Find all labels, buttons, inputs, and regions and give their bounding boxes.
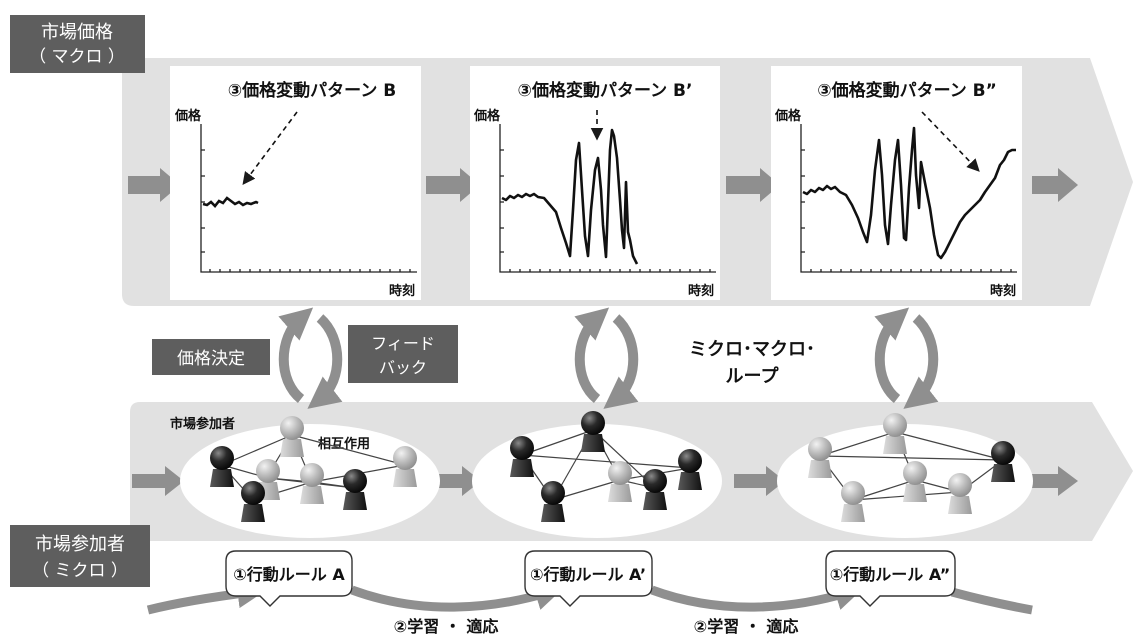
agent-light-icon xyxy=(300,463,324,504)
x-axis-label: 時刻 xyxy=(688,283,714,299)
agent-light-icon xyxy=(903,461,927,502)
price-decision-label: 価格決定 xyxy=(177,349,245,369)
loop-arrow-icon xyxy=(320,318,337,399)
chart-panel-3: ③価格変動パターン B” 価格 時刻 xyxy=(771,66,1022,300)
y-axis-label: 価格 xyxy=(174,108,202,124)
agent-dark-icon xyxy=(241,481,265,522)
agent-dark-icon xyxy=(581,411,605,452)
y-axis-label: 価格 xyxy=(774,108,802,124)
learning-label: ②学習 ・ 適応 xyxy=(694,617,799,636)
loop-arrow-icon xyxy=(916,318,933,399)
loop-arrow-2 xyxy=(580,318,634,399)
participants-label: 市場参加者 xyxy=(170,416,235,432)
agent-light-icon xyxy=(280,416,304,457)
rule-label: ①行動ルール A” xyxy=(830,565,951,584)
micro-macro-loop-label-line2: ループ xyxy=(726,365,780,387)
panel-title: ③価格変動パターン B xyxy=(228,80,396,101)
feedback-label-line2: バック xyxy=(379,358,427,377)
loop-arrow-1 xyxy=(284,318,338,399)
rule-label: ①行動ルール A’ xyxy=(530,565,646,584)
macro-label-line1: 市場価格 xyxy=(41,22,113,43)
agent-light-icon xyxy=(608,461,632,502)
learning-arrow-icon xyxy=(352,590,550,607)
agent-dark-icon xyxy=(643,469,667,510)
chart-panel-1: ③価格変動パターン B 価格 時刻 xyxy=(170,66,421,300)
loop-arrow-icon xyxy=(880,318,897,399)
rule-callout-1: ①行動ルール A xyxy=(226,551,352,606)
micro-macro-loop-label-line1: ミクロ･マクロ･ xyxy=(689,339,815,360)
learning-arrow-icon xyxy=(952,592,1032,610)
y-axis-label: 価格 xyxy=(473,108,501,124)
rule-label: ①行動ルール A xyxy=(233,565,345,584)
agent-light-icon xyxy=(948,473,972,514)
learning-label: ②学習 ・ 適応 xyxy=(394,617,499,636)
x-axis-label: 時刻 xyxy=(990,283,1016,299)
x-axis-label: 時刻 xyxy=(389,283,415,299)
agent-dark-icon xyxy=(343,469,367,510)
agent-dark-icon xyxy=(991,441,1015,482)
micro-label-line1: 市場参加者 xyxy=(35,534,125,555)
loop-arrow-3 xyxy=(880,318,934,399)
agent-light-icon xyxy=(841,481,865,522)
panel-title: ③価格変動パターン B” xyxy=(817,80,997,101)
loop-arrow-icon xyxy=(284,318,301,399)
panel-title: ③価格変動パターン B’ xyxy=(518,80,693,101)
agent-dark-icon xyxy=(510,436,534,477)
loop-arrow-icon xyxy=(580,318,597,399)
agent-dark-icon xyxy=(678,449,702,490)
agent-dark-icon xyxy=(541,481,565,522)
feedback-label-line1: フィード xyxy=(371,334,435,353)
micro-label-line2: （ ミクロ ） xyxy=(32,561,128,581)
loop-arrow-icon xyxy=(616,318,633,399)
learning-arrow-icon xyxy=(652,590,850,607)
agent-light-icon xyxy=(393,446,417,487)
macro-label-line2: （ マクロ ） xyxy=(29,47,125,67)
agent-light-icon xyxy=(808,437,832,478)
agent-dark-icon xyxy=(210,446,234,487)
chart-panel-2: ③価格変動パターン B’ 価格 時刻 xyxy=(470,66,720,300)
agent-light-icon xyxy=(883,413,907,454)
